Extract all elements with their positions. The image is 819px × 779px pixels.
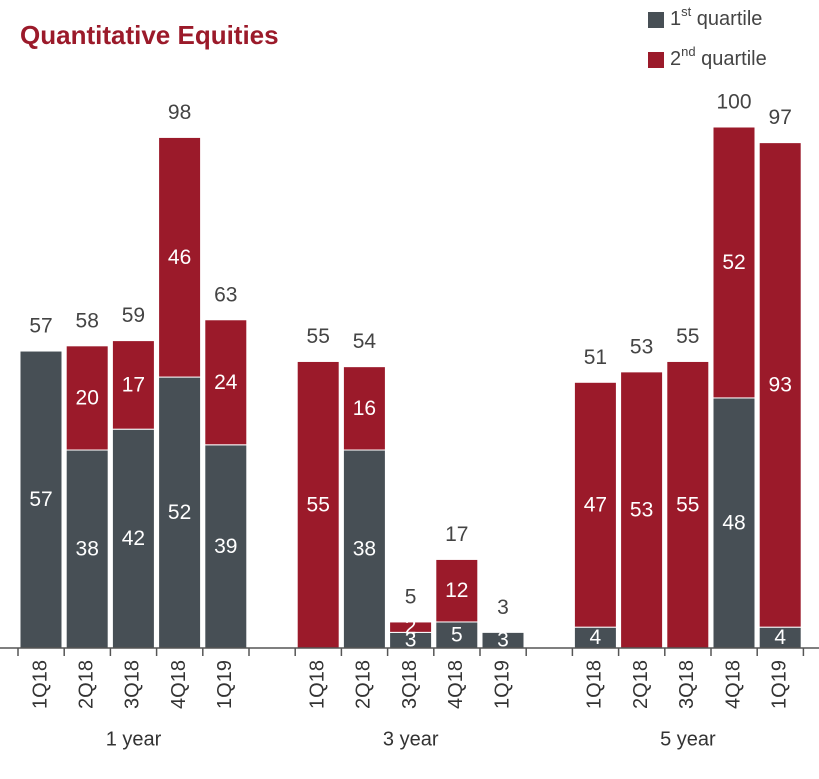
bar-segment bbox=[158, 136, 202, 378]
bar-segment bbox=[389, 621, 433, 633]
bar-segment bbox=[620, 371, 664, 649]
segment-label: 55 bbox=[307, 493, 330, 516]
bar-segment bbox=[111, 340, 155, 430]
segment-label: 46 bbox=[168, 246, 191, 269]
segment-label: 53 bbox=[630, 498, 653, 521]
bar-segment bbox=[204, 319, 248, 446]
segment-label: 4 bbox=[590, 626, 602, 649]
total-label: 58 bbox=[76, 309, 99, 332]
segment-label: 17 bbox=[122, 373, 145, 396]
x-tick-label: 4Q18 bbox=[168, 660, 190, 709]
segment-label: 39 bbox=[214, 535, 237, 558]
bar-segment bbox=[296, 360, 340, 649]
segment-label: 38 bbox=[353, 538, 376, 561]
total-label: 53 bbox=[630, 335, 653, 358]
bar-segment bbox=[758, 142, 802, 628]
segment-label: 3 bbox=[497, 629, 509, 652]
segment-label: 4 bbox=[774, 626, 786, 649]
x-tick-label: 4Q18 bbox=[445, 660, 467, 709]
total-label: 51 bbox=[584, 346, 607, 369]
bar-segment bbox=[435, 558, 479, 623]
group-label: 5 year bbox=[660, 728, 716, 750]
total-label: 54 bbox=[353, 330, 377, 353]
bar-segment bbox=[712, 397, 756, 649]
x-tick-label: 3Q18 bbox=[399, 660, 421, 709]
bar-segment bbox=[435, 621, 479, 649]
total-label: 98 bbox=[168, 101, 191, 124]
segment-label: 42 bbox=[122, 527, 145, 550]
total-label: 17 bbox=[445, 523, 468, 546]
legend-label: 2nd quartile bbox=[670, 44, 767, 70]
segment-label: 57 bbox=[29, 488, 52, 511]
chart-title: Quantitative Equities bbox=[20, 20, 279, 50]
bar-segment bbox=[65, 345, 109, 451]
bar-segment bbox=[342, 366, 386, 451]
segment-label: 2 bbox=[405, 616, 417, 639]
bar-segment bbox=[204, 444, 248, 649]
x-tick-label: 2Q18 bbox=[353, 660, 375, 709]
total-label: 57 bbox=[29, 315, 52, 338]
total-label: 55 bbox=[307, 325, 330, 348]
x-tick-label: 3Q18 bbox=[676, 660, 698, 709]
total-label: 5 bbox=[405, 585, 417, 608]
group-label: 3 year bbox=[383, 728, 439, 750]
x-tick-label: 1Q18 bbox=[29, 660, 51, 709]
segment-label: 47 bbox=[584, 493, 607, 516]
segment-label: 5 bbox=[451, 624, 463, 647]
segment-label: 48 bbox=[722, 512, 745, 535]
bar-segment bbox=[666, 360, 710, 649]
segment-label: 3 bbox=[405, 629, 417, 652]
total-label: 97 bbox=[769, 106, 792, 129]
bar-segment bbox=[111, 428, 155, 649]
segment-label: 12 bbox=[445, 579, 468, 602]
x-tick-label: 1Q18 bbox=[584, 660, 606, 709]
segment-label: 52 bbox=[722, 251, 745, 274]
bar-segment bbox=[65, 449, 109, 649]
segment-label: 93 bbox=[769, 373, 792, 396]
total-label: 55 bbox=[676, 325, 699, 348]
x-tick-label: 1Q19 bbox=[768, 660, 790, 709]
bar-segment bbox=[19, 350, 63, 649]
segment-label: 16 bbox=[353, 397, 376, 420]
segment-label: 24 bbox=[214, 371, 238, 394]
segment-label: 38 bbox=[76, 538, 99, 561]
bar-segment bbox=[573, 381, 617, 628]
bar-segment bbox=[712, 126, 756, 399]
group-label: 1 year bbox=[106, 728, 162, 750]
x-tick-label: 1Q19 bbox=[491, 660, 513, 709]
total-label: 59 bbox=[122, 304, 145, 327]
total-label: 100 bbox=[716, 91, 751, 114]
legend-swatch bbox=[648, 12, 664, 28]
segment-label: 52 bbox=[168, 501, 191, 524]
x-tick-label: 1Q19 bbox=[214, 660, 236, 709]
total-label: 3 bbox=[497, 596, 509, 619]
bar-segment bbox=[158, 376, 202, 649]
legend-swatch bbox=[648, 52, 664, 68]
x-tick-label: 2Q18 bbox=[75, 660, 97, 709]
segment-label: 55 bbox=[676, 493, 699, 516]
legend-label: 1st quartile bbox=[670, 4, 762, 30]
x-tick-label: 1Q18 bbox=[306, 660, 328, 709]
segment-label: 20 bbox=[76, 386, 99, 409]
total-label: 63 bbox=[214, 283, 237, 306]
x-tick-label: 3Q18 bbox=[122, 660, 144, 709]
bar-segment bbox=[342, 449, 386, 649]
x-tick-label: 2Q18 bbox=[630, 660, 652, 709]
x-tick-label: 4Q18 bbox=[722, 660, 744, 709]
